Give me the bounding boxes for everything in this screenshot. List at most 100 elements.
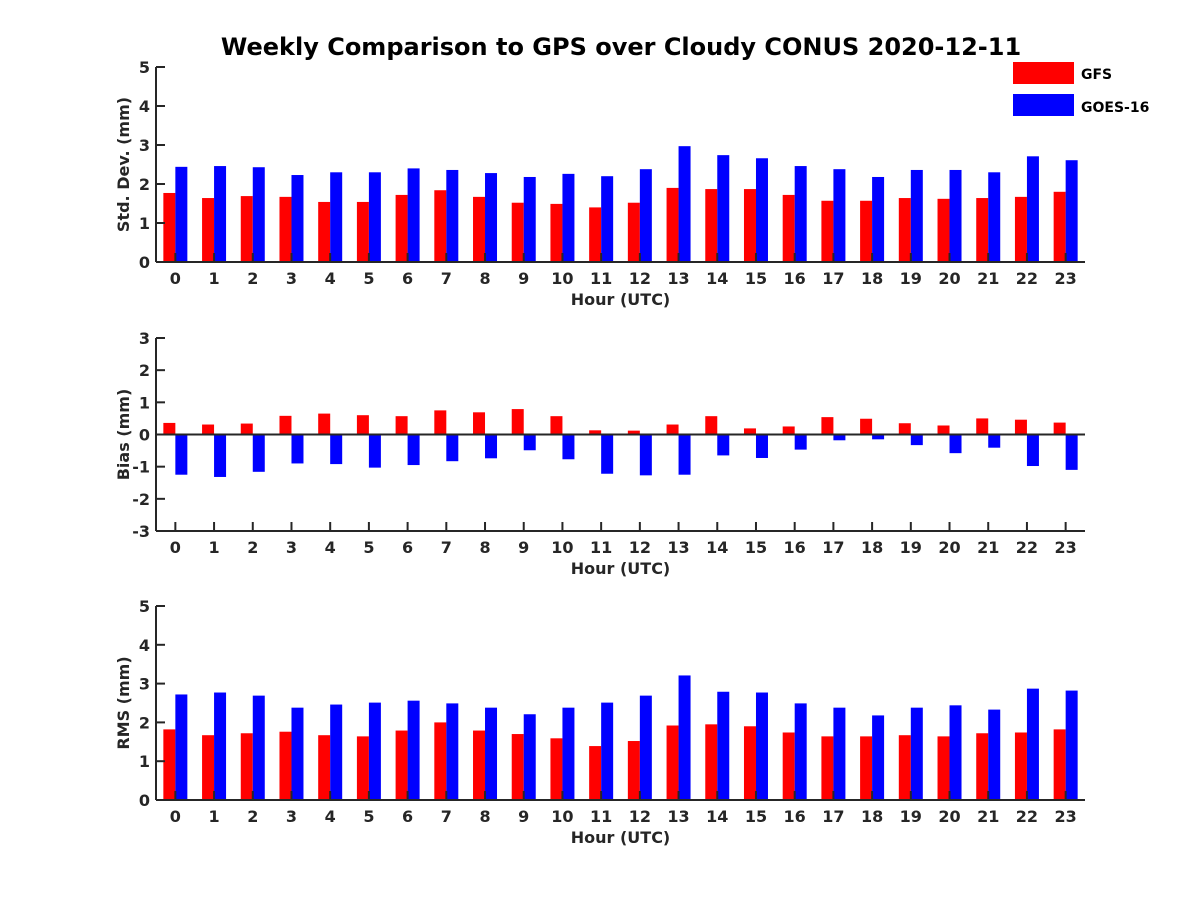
y-axis-label: Std. Dev. (mm) (114, 97, 133, 232)
legend: GFS GOES-16 (1013, 62, 1149, 116)
x-tick-label: 10 (551, 538, 573, 557)
bar-goes16-hour-3 (291, 707, 304, 800)
bar-gfs-hour-8 (473, 196, 486, 262)
bar-gfs-hour-21 (976, 733, 989, 800)
y-tick-label: 4 (139, 97, 150, 116)
x-tick-label: 12 (629, 807, 651, 826)
bar-gfs-hour-4 (318, 201, 331, 262)
bar-goes16-hour-7 (446, 434, 459, 462)
bar-gfs-hour-7 (434, 190, 447, 262)
bar-gfs-hour-14 (705, 416, 718, 435)
x-tick-label: 12 (629, 538, 651, 557)
bar-goes16-hour-3 (291, 175, 304, 262)
bar-gfs-hour-15 (743, 726, 756, 800)
bar-gfs-hour-18 (860, 418, 873, 435)
bar-goes16-hour-9 (523, 176, 536, 262)
bar-gfs-hour-6 (395, 416, 408, 435)
legend-label-gfs: GFS (1081, 67, 1112, 83)
bar-gfs-hour-3 (279, 415, 292, 435)
bar-goes16-hour-13 (678, 434, 691, 475)
bar-goes16-hour-6 (407, 700, 420, 800)
x-tick-label: 12 (629, 269, 651, 288)
x-axis-label: Hour (UTC) (571, 828, 671, 847)
bar-gfs-hour-22 (1014, 419, 1027, 435)
x-tick-label: 6 (402, 807, 413, 826)
x-tick-label: 16 (784, 269, 806, 288)
y-tick-label: 0 (139, 791, 150, 810)
bar-goes16-hour-10 (562, 434, 575, 460)
x-tick-label: 1 (208, 269, 219, 288)
x-tick-label: 11 (590, 269, 612, 288)
bar-goes16-hour-6 (407, 168, 420, 262)
bar-gfs-hour-2 (240, 423, 253, 435)
bar-gfs-hour-22 (1014, 196, 1027, 262)
y-tick-label: 5 (139, 597, 150, 616)
bar-gfs-hour-5 (356, 415, 369, 435)
bar-goes16-hour-22 (1026, 688, 1039, 800)
bar-goes16-hour-4 (330, 704, 343, 800)
x-tick-label: 23 (1055, 807, 1077, 826)
bar-goes16-hour-11 (601, 434, 614, 474)
x-tick-label: 2 (247, 807, 258, 826)
x-tick-label: 3 (286, 269, 297, 288)
x-tick-label: 19 (900, 538, 922, 557)
bar-gfs-hour-2 (240, 733, 253, 800)
y-tick-label: 1 (139, 752, 150, 771)
x-tick-label: 13 (667, 807, 689, 826)
y-tick-label: 3 (139, 675, 150, 694)
bar-gfs-hour-20 (937, 198, 950, 262)
x-tick-label: 0 (170, 269, 181, 288)
bar-goes16-hour-20 (949, 169, 962, 262)
bar-gfs-hour-10 (550, 203, 563, 262)
bar-goes16-hour-22 (1026, 156, 1039, 262)
x-tick-label: 6 (402, 269, 413, 288)
bar-gfs-hour-1 (202, 198, 215, 262)
bar-goes16-hour-22 (1026, 434, 1039, 467)
y-tick-label: -2 (132, 490, 150, 509)
x-tick-label: 17 (822, 807, 844, 826)
bar-goes16-hour-4 (330, 434, 343, 465)
bar-gfs-hour-15 (743, 428, 756, 435)
y-tick-label: 1 (139, 393, 150, 412)
bar-goes16-hour-5 (368, 702, 381, 800)
y-tick-label: -3 (132, 522, 150, 541)
bar-gfs-hour-0 (163, 422, 176, 435)
bar-goes16-hour-23 (1065, 690, 1078, 800)
bar-goes16-hour-11 (601, 176, 614, 262)
bar-goes16-hour-7 (446, 703, 459, 800)
bar-goes16-hour-13 (678, 675, 691, 800)
y-tick-label: 2 (139, 361, 150, 380)
bar-gfs-hour-12 (627, 430, 640, 435)
x-tick-label: 22 (1016, 269, 1038, 288)
x-tick-label: 7 (441, 269, 452, 288)
x-tick-label: 13 (667, 269, 689, 288)
bar-gfs-hour-15 (743, 189, 756, 262)
bar-gfs-hour-8 (473, 412, 486, 435)
x-tick-label: 10 (551, 807, 573, 826)
y-tick-label: 1 (139, 214, 150, 233)
x-tick-label: 23 (1055, 538, 1077, 557)
x-tick-label: 6 (402, 538, 413, 557)
bar-gfs-hour-1 (202, 735, 215, 800)
bar-gfs-hour-23 (1053, 729, 1066, 800)
bar-goes16-hour-6 (407, 434, 420, 466)
bar-gfs-hour-23 (1053, 191, 1066, 262)
x-tick-label: 8 (479, 269, 490, 288)
bar-gfs-hour-1 (202, 424, 215, 435)
y-axis-label: Bias (mm) (114, 389, 133, 481)
bar-goes16-hour-17 (833, 434, 846, 441)
x-tick-label: 21 (977, 538, 999, 557)
bar-gfs-hour-14 (705, 189, 718, 262)
x-tick-label: 9 (518, 269, 529, 288)
bar-goes16-hour-9 (523, 434, 536, 451)
bar-goes16-hour-20 (949, 434, 962, 454)
bar-goes16-hour-0 (175, 434, 188, 475)
x-tick-label: 19 (900, 269, 922, 288)
bar-goes16-hour-19 (910, 434, 923, 446)
bar-goes16-hour-23 (1065, 160, 1078, 262)
x-tick-label: 9 (518, 807, 529, 826)
bar-goes16-hour-8 (485, 173, 498, 262)
bar-gfs-hour-6 (395, 194, 408, 262)
x-tick-label: 8 (479, 538, 490, 557)
